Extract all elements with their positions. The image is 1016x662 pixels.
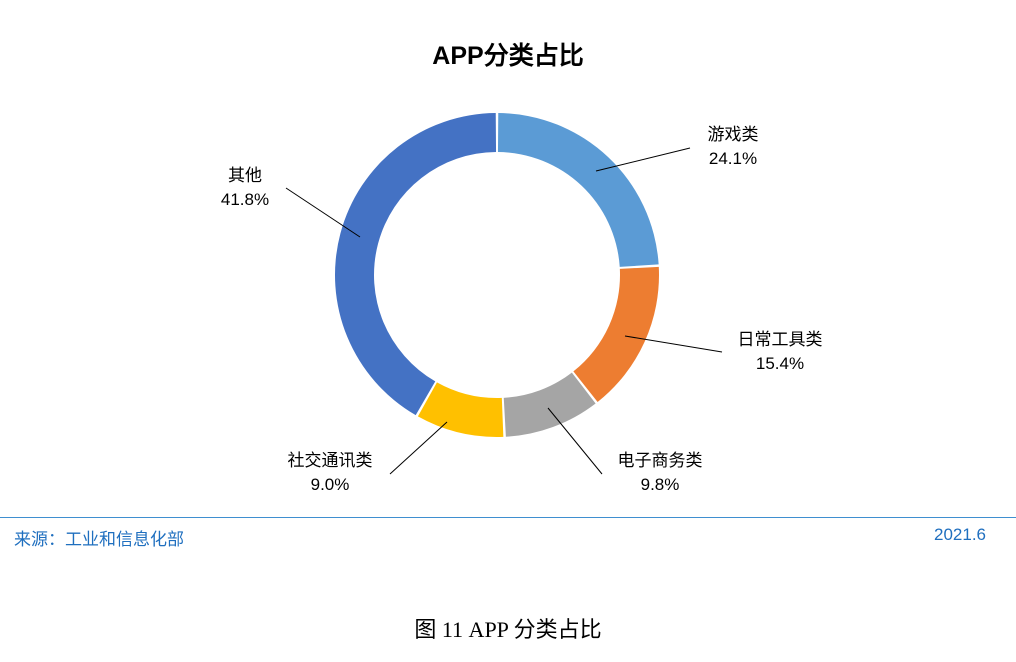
leader-line-3 (547, 407, 603, 475)
category-label-3: 电子商务类 (618, 451, 703, 470)
value-label-2: 15.4% (756, 354, 804, 373)
source-text: 来源：工业和信息化部 (14, 530, 184, 549)
leader-line-5 (285, 187, 361, 238)
value-label-5: 41.8% (221, 190, 269, 209)
donut-slice-2 (573, 266, 659, 402)
category-label-5: 其他 (228, 166, 262, 185)
leader-line-1 (595, 147, 691, 172)
figure-caption: 图 11 APP 分类占比 (414, 617, 602, 642)
value-label-1: 24.1% (709, 149, 757, 168)
category-label-1: 游戏类 (708, 125, 759, 144)
leader-line-group (285, 147, 723, 475)
leader-line-4 (389, 421, 448, 475)
donut-chart: APP分类占比 游戏类 24.1% 日常工具类 15.4% 电子商务类 9.8% 社交通讯类… (221, 42, 823, 494)
value-label-3: 9.8% (641, 475, 680, 494)
data-label-group: 游戏类 24.1% 日常工具类 15.4% 电子商务类 9.8% 社交通讯类 9.0% 其他 41… (221, 125, 823, 494)
donut-slice-1 (497, 113, 659, 267)
chart-title: APP分类占比 (432, 42, 583, 70)
category-label-4: 社交通讯类 (288, 451, 373, 470)
footer-divider (0, 517, 1016, 518)
donut-slice-3 (503, 372, 596, 437)
date-text: 2021.6 (934, 525, 986, 544)
value-label-4: 9.0% (311, 475, 350, 494)
donut-slice-4 (417, 382, 504, 437)
slice-group (335, 113, 659, 437)
category-label-2: 日常工具类 (738, 330, 823, 349)
leader-line-2 (624, 335, 723, 353)
donut-slice-5 (335, 113, 497, 416)
